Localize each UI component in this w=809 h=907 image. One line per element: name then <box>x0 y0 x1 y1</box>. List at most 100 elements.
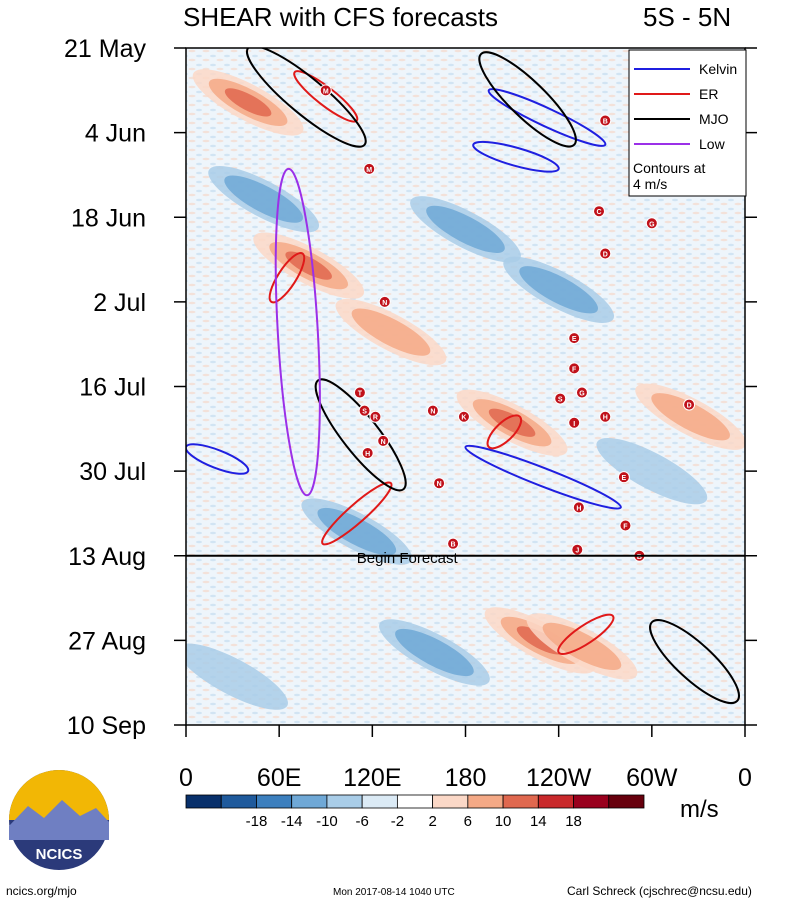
storm-letter-26: J <box>575 548 579 555</box>
colorbar-box-11 <box>573 794 610 809</box>
region-label: 5S - 5N <box>643 2 732 32</box>
storm-letter-3: C <box>597 209 602 216</box>
storm-marker-12 <box>377 434 390 447</box>
colorbar-label-1: -14 <box>281 813 303 830</box>
contour-er-5 <box>268 252 306 304</box>
legend-note-line-0: Contours at <box>633 160 705 176</box>
contour-mjo-9 <box>245 48 367 148</box>
logo-mountains <box>9 800 109 840</box>
x-tick-label-5: 60W <box>626 764 678 792</box>
contour-er-7 <box>321 481 393 546</box>
legend-box <box>628 49 747 197</box>
storm-marker-11 <box>369 410 382 423</box>
y-tick-label-7: 27 Aug <box>68 627 146 655</box>
y-tick-label-4: 16 Jul <box>79 374 146 402</box>
legend-label-low: Low <box>699 136 726 152</box>
chart-title: SHEAR with CFS forecasts <box>183 2 498 32</box>
storm-marker-9 <box>353 386 366 399</box>
colorbar-box-0 <box>185 794 222 809</box>
anomaly-patch-9-level-1 <box>519 266 598 314</box>
colorbar-box-9 <box>502 794 539 809</box>
y-tick-label-0: 21 May <box>64 35 146 63</box>
legend-note: Contours at 4 m/s <box>633 160 705 192</box>
anomaly-patch-8-level-1 <box>426 205 505 253</box>
colorbar-box-8 <box>467 794 504 809</box>
x-tick-label-6: 0 <box>738 764 752 792</box>
colorbar-label-9: 18 <box>565 813 582 830</box>
contour-mjo-11 <box>314 378 407 492</box>
storm-letter-5: D <box>603 252 608 259</box>
storm-marker-19 <box>568 416 581 429</box>
storm-letter-11: R <box>373 415 378 422</box>
storm-marker-15 <box>457 410 470 423</box>
contour-low-13 <box>274 167 321 497</box>
contour-er-6 <box>486 414 523 450</box>
colorbar-label-0: -18 <box>246 813 268 830</box>
colorbar-box-6 <box>396 794 434 809</box>
storm-letter-20: D <box>687 403 692 410</box>
anomaly-patch-3-level-2 <box>488 408 536 437</box>
contour-er-8 <box>557 613 615 655</box>
colorbar-box-4 <box>326 794 363 809</box>
y-tick-label-1: 4 Jun <box>85 120 146 148</box>
storm-letter-7: E <box>572 336 577 343</box>
colorbar-label-5: 2 <box>428 813 436 830</box>
storm-letter-2: B <box>603 119 608 126</box>
storm-marker-21 <box>433 477 446 490</box>
y-tick-label-8: 10 Sep <box>67 712 146 740</box>
y-tick-label-3: 2 Jul <box>93 289 146 317</box>
colorbar-units: m/s <box>680 796 719 823</box>
footer-site[interactable]: ncics.org/mjo <box>6 884 77 898</box>
contour-kelvin-2 <box>464 444 622 510</box>
legend-label-er: ER <box>699 86 718 102</box>
storm-letter-24: F <box>623 524 628 531</box>
storm-marker-22 <box>617 471 630 484</box>
storm-letter-8: F <box>572 366 577 373</box>
contour-mjo-12 <box>649 619 740 704</box>
storm-letter-21: N <box>437 481 442 488</box>
ncics-logo: NCICS <box>9 770 109 870</box>
anomaly-patch-13-level-0 <box>186 643 288 710</box>
storm-marker-25 <box>447 537 460 550</box>
colorbar-label-6: 6 <box>464 813 472 830</box>
colorbar-box-7 <box>432 794 469 809</box>
anomaly-patch-12-level-1 <box>395 628 474 677</box>
y-tick-label-6: 13 Aug <box>68 543 146 571</box>
footer-author[interactable]: Carl Schreck (cjschrec@ncsu.edu) <box>567 884 752 898</box>
storm-marker-2 <box>599 114 612 127</box>
storm-marker-6 <box>378 295 391 308</box>
forecast-label: Begin Forecast <box>357 550 459 567</box>
storm-letter-27: B <box>637 554 642 561</box>
colorbar-label-2: -10 <box>316 813 338 830</box>
contour-kelvin-1 <box>472 140 560 173</box>
storm-marker-3 <box>593 205 606 218</box>
storm-marker-8 <box>568 362 581 375</box>
colorbar-label-3: -6 <box>355 813 368 830</box>
storm-letter-13: H <box>365 451 370 458</box>
legend-label-mjo: MJO <box>699 111 729 127</box>
colorbar-box-12 <box>608 794 645 809</box>
x-tick-label-2: 120E <box>343 764 401 792</box>
colorbar-box-5 <box>361 794 398 809</box>
x-tick-label-0: 0 <box>179 764 193 792</box>
colorbar-box-2 <box>256 794 293 809</box>
storm-letter-22: E <box>622 475 627 482</box>
anomaly-patch-6-level-1 <box>651 393 730 441</box>
anomaly-patch-7-level-1 <box>224 175 303 223</box>
storm-letter-6: N <box>382 300 387 307</box>
footer-timestamp: Mon 2017-08-14 1040 UTC <box>333 887 455 898</box>
colorbar-box-3 <box>291 794 328 809</box>
storm-marker-18 <box>599 410 612 423</box>
colorbar-box-10 <box>537 794 574 809</box>
storm-letter-10: S <box>362 409 367 416</box>
storm-marker-24 <box>619 519 632 532</box>
contour-mjo-10 <box>478 51 577 148</box>
anomaly-patch-0-level-2 <box>224 88 272 117</box>
anomaly-patch-2-level-1 <box>351 308 431 356</box>
logo-sun <box>9 770 109 820</box>
storm-marker-23 <box>572 501 585 514</box>
storm-letter-25: B <box>451 542 456 549</box>
colorbar-label-7: 10 <box>495 813 512 830</box>
x-tick-label-3: 180 <box>445 764 487 792</box>
storm-letter-18: H <box>603 415 608 422</box>
